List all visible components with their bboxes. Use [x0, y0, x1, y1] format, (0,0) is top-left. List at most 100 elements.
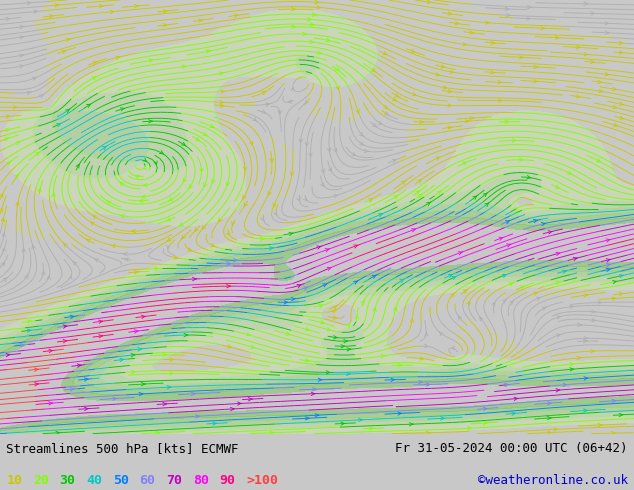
FancyArrowPatch shape	[584, 52, 588, 56]
Text: 80: 80	[193, 474, 209, 487]
FancyArrowPatch shape	[313, 13, 316, 16]
FancyArrowPatch shape	[486, 21, 489, 24]
Text: Streamlines 500 hPa [kts] ECMWF: Streamlines 500 hPa [kts] ECMWF	[6, 442, 239, 455]
FancyArrowPatch shape	[141, 315, 145, 318]
FancyArrowPatch shape	[25, 275, 28, 279]
FancyArrowPatch shape	[266, 103, 269, 106]
FancyArrowPatch shape	[570, 363, 574, 366]
FancyArrowPatch shape	[541, 222, 545, 226]
FancyArrowPatch shape	[49, 15, 53, 18]
FancyArrowPatch shape	[570, 368, 574, 371]
FancyArrowPatch shape	[1, 218, 4, 222]
FancyArrowPatch shape	[483, 421, 487, 425]
FancyArrowPatch shape	[491, 71, 495, 74]
FancyArrowPatch shape	[598, 423, 602, 427]
FancyArrowPatch shape	[143, 166, 147, 169]
FancyArrowPatch shape	[134, 270, 138, 274]
FancyArrowPatch shape	[289, 232, 293, 236]
FancyArrowPatch shape	[90, 221, 94, 225]
FancyArrowPatch shape	[32, 245, 35, 249]
FancyArrowPatch shape	[492, 303, 495, 306]
FancyArrowPatch shape	[465, 120, 469, 123]
FancyArrowPatch shape	[278, 111, 281, 114]
FancyArrowPatch shape	[576, 95, 580, 98]
FancyArrowPatch shape	[570, 305, 574, 308]
FancyArrowPatch shape	[368, 198, 373, 202]
FancyArrowPatch shape	[619, 41, 623, 45]
FancyArrowPatch shape	[612, 280, 617, 284]
FancyArrowPatch shape	[93, 62, 97, 65]
FancyArrowPatch shape	[70, 315, 74, 318]
FancyArrowPatch shape	[305, 359, 309, 362]
FancyArrowPatch shape	[547, 416, 551, 420]
FancyArrowPatch shape	[244, 203, 247, 206]
FancyArrowPatch shape	[584, 294, 588, 297]
FancyArrowPatch shape	[394, 307, 397, 311]
Text: >100: >100	[246, 474, 278, 487]
FancyArrowPatch shape	[505, 120, 509, 123]
FancyArrowPatch shape	[562, 270, 567, 273]
FancyArrowPatch shape	[2, 247, 5, 251]
FancyArrowPatch shape	[418, 179, 422, 183]
FancyArrowPatch shape	[411, 229, 416, 232]
FancyArrowPatch shape	[141, 195, 145, 198]
FancyArrowPatch shape	[483, 193, 488, 196]
FancyArrowPatch shape	[304, 100, 309, 104]
FancyArrowPatch shape	[148, 120, 152, 123]
FancyArrowPatch shape	[16, 202, 19, 206]
FancyArrowPatch shape	[182, 235, 185, 239]
FancyArrowPatch shape	[326, 38, 330, 42]
FancyArrowPatch shape	[20, 343, 24, 347]
FancyArrowPatch shape	[577, 356, 581, 360]
FancyArrowPatch shape	[77, 364, 81, 367]
FancyArrowPatch shape	[3, 277, 7, 282]
FancyArrowPatch shape	[619, 413, 623, 416]
FancyArrowPatch shape	[6, 115, 10, 118]
FancyArrowPatch shape	[170, 358, 174, 361]
FancyArrowPatch shape	[321, 169, 325, 173]
FancyArrowPatch shape	[290, 172, 294, 175]
FancyArrowPatch shape	[354, 245, 358, 248]
FancyArrowPatch shape	[507, 244, 511, 247]
FancyArrowPatch shape	[384, 112, 389, 115]
FancyArrowPatch shape	[341, 422, 345, 425]
FancyArrowPatch shape	[297, 197, 300, 201]
FancyArrowPatch shape	[505, 383, 508, 387]
FancyArrowPatch shape	[448, 90, 452, 93]
FancyArrowPatch shape	[238, 402, 242, 405]
FancyArrowPatch shape	[473, 196, 477, 199]
FancyArrowPatch shape	[27, 329, 31, 332]
FancyArrowPatch shape	[381, 355, 385, 358]
FancyArrowPatch shape	[455, 22, 459, 25]
FancyArrowPatch shape	[270, 159, 273, 162]
FancyArrowPatch shape	[226, 231, 230, 235]
FancyArrowPatch shape	[167, 218, 171, 221]
FancyArrowPatch shape	[65, 109, 70, 113]
FancyArrowPatch shape	[318, 378, 322, 381]
FancyArrowPatch shape	[555, 185, 560, 189]
FancyArrowPatch shape	[20, 25, 23, 29]
FancyArrowPatch shape	[284, 301, 288, 304]
FancyArrowPatch shape	[359, 418, 363, 421]
FancyArrowPatch shape	[599, 89, 603, 93]
FancyArrowPatch shape	[15, 174, 18, 178]
FancyArrowPatch shape	[1, 263, 4, 266]
FancyArrowPatch shape	[327, 268, 332, 270]
FancyArrowPatch shape	[591, 349, 595, 353]
FancyArrowPatch shape	[436, 73, 440, 76]
FancyArrowPatch shape	[76, 164, 79, 168]
FancyArrowPatch shape	[555, 36, 559, 39]
FancyArrowPatch shape	[439, 332, 443, 336]
FancyArrowPatch shape	[219, 218, 222, 221]
FancyArrowPatch shape	[42, 271, 45, 275]
FancyArrowPatch shape	[583, 409, 587, 412]
FancyArrowPatch shape	[288, 100, 292, 103]
FancyArrowPatch shape	[261, 237, 264, 241]
FancyArrowPatch shape	[394, 195, 398, 199]
FancyArrowPatch shape	[198, 19, 202, 22]
FancyArrowPatch shape	[138, 347, 142, 351]
FancyArrowPatch shape	[410, 319, 413, 322]
FancyArrowPatch shape	[392, 98, 397, 101]
FancyArrowPatch shape	[425, 333, 428, 336]
FancyArrowPatch shape	[103, 146, 107, 149]
